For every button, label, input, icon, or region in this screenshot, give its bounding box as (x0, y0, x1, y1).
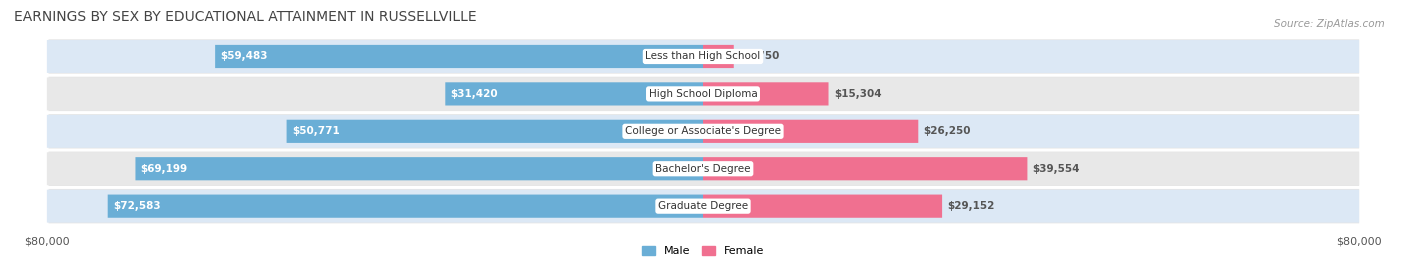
Text: Bachelor's Degree: Bachelor's Degree (655, 164, 751, 174)
FancyBboxPatch shape (446, 82, 703, 106)
Text: $29,152: $29,152 (948, 201, 994, 211)
FancyBboxPatch shape (287, 120, 703, 143)
FancyBboxPatch shape (703, 120, 918, 143)
FancyBboxPatch shape (48, 77, 1360, 111)
FancyBboxPatch shape (48, 39, 1360, 74)
FancyBboxPatch shape (108, 195, 703, 218)
Text: EARNINGS BY SEX BY EDUCATIONAL ATTAINMENT IN RUSSELLVILLE: EARNINGS BY SEX BY EDUCATIONAL ATTAINMEN… (14, 10, 477, 24)
FancyBboxPatch shape (215, 45, 703, 68)
Text: Graduate Degree: Graduate Degree (658, 201, 748, 211)
FancyBboxPatch shape (703, 45, 734, 68)
Text: $69,199: $69,199 (141, 164, 188, 174)
FancyBboxPatch shape (48, 114, 1360, 148)
Text: $72,583: $72,583 (112, 201, 160, 211)
Text: $15,304: $15,304 (834, 89, 882, 99)
Text: $26,250: $26,250 (924, 126, 972, 136)
FancyBboxPatch shape (48, 151, 1360, 186)
FancyBboxPatch shape (703, 82, 828, 106)
FancyBboxPatch shape (703, 157, 1028, 180)
Text: Less than High School: Less than High School (645, 51, 761, 61)
FancyBboxPatch shape (48, 189, 1360, 223)
Text: Source: ZipAtlas.com: Source: ZipAtlas.com (1274, 19, 1385, 29)
FancyBboxPatch shape (135, 157, 703, 180)
Text: $3,750: $3,750 (740, 51, 779, 61)
FancyBboxPatch shape (46, 40, 1360, 73)
Text: $50,771: $50,771 (292, 126, 340, 136)
FancyBboxPatch shape (46, 77, 1360, 110)
Text: $31,420: $31,420 (450, 89, 498, 99)
FancyBboxPatch shape (46, 115, 1360, 148)
Text: $39,554: $39,554 (1032, 164, 1080, 174)
FancyBboxPatch shape (46, 152, 1360, 185)
Text: $59,483: $59,483 (221, 51, 269, 61)
FancyBboxPatch shape (46, 190, 1360, 223)
Text: College or Associate's Degree: College or Associate's Degree (626, 126, 780, 136)
FancyBboxPatch shape (703, 195, 942, 218)
Text: High School Diploma: High School Diploma (648, 89, 758, 99)
Legend: Male, Female: Male, Female (637, 241, 769, 260)
